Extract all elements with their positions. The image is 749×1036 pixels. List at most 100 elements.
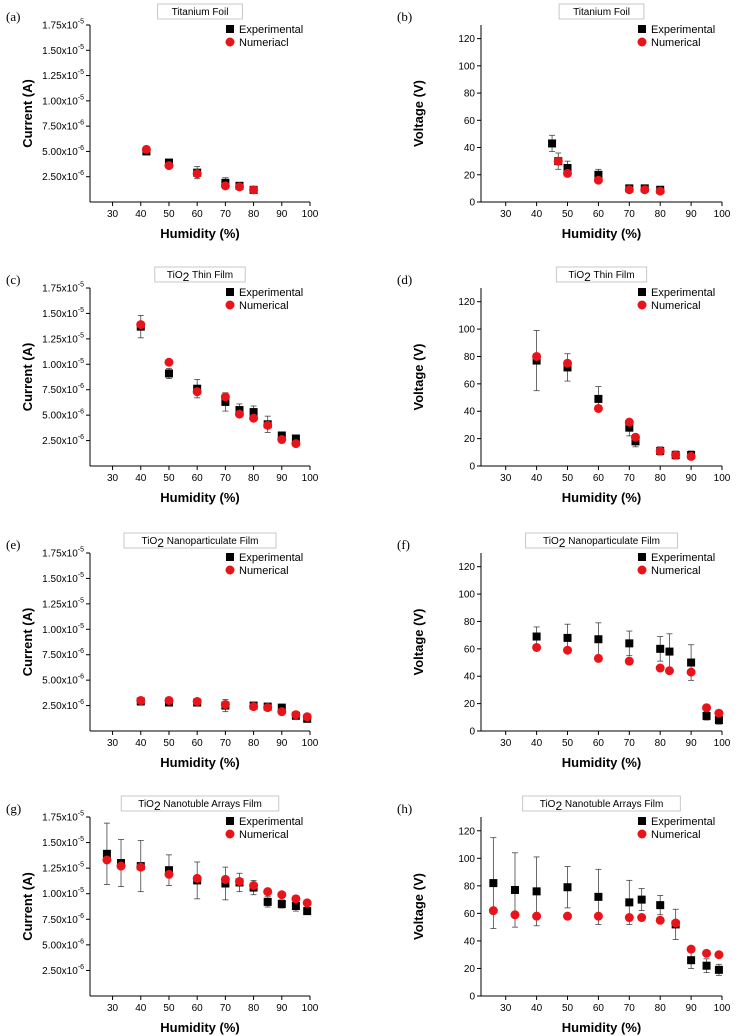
data-point-numerical xyxy=(624,185,634,195)
x-tick-label: 100 xyxy=(302,473,319,484)
y-tick-label: 1.25x10-5 xyxy=(42,69,84,82)
x-tick-label: 80 xyxy=(248,738,260,749)
x-tick-label: 70 xyxy=(624,1003,636,1014)
y-tick-label: 80 xyxy=(464,352,476,363)
x-tick-label: 90 xyxy=(686,1003,698,1014)
data-point-experimental xyxy=(594,635,603,644)
data-point-experimental xyxy=(510,885,519,894)
data-point-numerical xyxy=(671,450,681,460)
y-tick-label: 1.50x10-5 xyxy=(42,572,84,585)
y-tick-label: 2.50x10-6 xyxy=(42,434,84,447)
data-point-numerical xyxy=(249,702,259,712)
y-tick-label: 1.25x10-5 xyxy=(42,862,84,875)
x-tick-label: 50 xyxy=(562,1003,574,1014)
data-point-experimental xyxy=(714,716,723,725)
y-tick-label: 20 xyxy=(464,699,476,710)
data-point-numerical xyxy=(136,695,146,705)
data-point-experimental xyxy=(532,632,541,641)
y-tick-label: 60 xyxy=(464,379,476,390)
x-tick-label: 30 xyxy=(500,738,512,749)
x-tick-label: 80 xyxy=(248,1003,260,1014)
y-tick-label: 2.50x10-6 xyxy=(42,699,84,712)
data-point-numerical xyxy=(563,911,573,921)
x-tick-label: 80 xyxy=(655,738,667,749)
chart-panel-e: (e) TiO2 Nanoparticulate Film 30 40 50 60 70 80… xyxy=(6,532,319,770)
data-point-numerical xyxy=(263,887,273,897)
y-tick-label: 120 xyxy=(458,297,475,308)
x-tick-label: 100 xyxy=(302,209,319,220)
data-point-numerical xyxy=(263,420,273,430)
y-tick-label: 1.25x10-5 xyxy=(42,332,84,345)
x-tick-label: 60 xyxy=(192,738,204,749)
data-point-numerical xyxy=(234,182,244,192)
x-tick-label: 100 xyxy=(714,209,731,220)
data-point-numerical xyxy=(192,387,202,397)
y-tick-label: 60 xyxy=(464,116,476,127)
chart-panel-b: (b) Titanium Foil 30 40 50 60 70 80 90 100 0 20 40 60… xyxy=(397,3,731,241)
data-point-experimental xyxy=(102,849,111,858)
legend-marker-experimental xyxy=(638,25,646,33)
x-tick-label: 90 xyxy=(276,738,288,749)
y-tick-label: 80 xyxy=(464,881,476,892)
data-point-numerical xyxy=(714,950,724,960)
x-tick-label: 40 xyxy=(531,738,543,749)
x-tick-label: 40 xyxy=(531,209,543,220)
x-tick-label: 90 xyxy=(276,1003,288,1014)
data-point-numerical xyxy=(686,667,696,677)
x-tick-label: 70 xyxy=(624,209,636,220)
x-tick-label: 90 xyxy=(686,738,698,749)
y-tick-label: 80 xyxy=(464,89,476,100)
plot-title-box xyxy=(123,532,277,549)
x-tick-label: 50 xyxy=(562,738,574,749)
data-point-numerical xyxy=(655,915,665,925)
x-tick-label: 90 xyxy=(276,209,288,220)
x-tick-label: 50 xyxy=(163,209,175,220)
data-point-numerical xyxy=(234,409,244,419)
data-point-numerical xyxy=(563,168,573,178)
legend-label: Experimental xyxy=(651,24,715,36)
x-tick-label: 50 xyxy=(163,473,175,484)
x-axis-title: Humidity (%) xyxy=(160,1020,239,1035)
x-tick-label: 60 xyxy=(192,473,204,484)
data-point-experimental xyxy=(532,887,541,896)
y-tick-label: 120 xyxy=(458,562,475,573)
data-point-numerical xyxy=(655,663,665,673)
y-tick-label: 2.50x10-6 xyxy=(42,964,84,977)
x-tick-label: 30 xyxy=(107,209,119,220)
data-point-numerical xyxy=(624,417,634,427)
legend-label: Experimental xyxy=(239,816,303,828)
data-point-numerical xyxy=(686,451,696,461)
y-tick-label: 40 xyxy=(464,936,476,947)
plot-title: TiO2 Nanotuble Arrays Film xyxy=(138,799,262,813)
y-axis-title: Voltage (V) xyxy=(411,873,426,940)
data-point-numerical xyxy=(164,161,174,171)
data-point-numerical xyxy=(640,185,650,195)
legend-marker-numerical xyxy=(225,829,235,839)
chart-panel-h: (h) TiO2 Nanotuble Arrays Film 30 40 50 60 70 8… xyxy=(397,795,731,1035)
panel-letter: (c) xyxy=(6,272,20,287)
y-tick-label: 60 xyxy=(464,909,476,920)
data-point-experimental xyxy=(548,139,557,148)
plot-title: TiO2 Nanotuble Arrays Film xyxy=(540,799,664,813)
y-tick-label: 100 xyxy=(458,61,475,72)
data-point-experimental xyxy=(687,658,696,667)
legend-marker-experimental xyxy=(226,817,234,825)
data-point-experimental xyxy=(594,892,603,901)
y-tick-label: 100 xyxy=(458,325,475,336)
legend-marker-experimental xyxy=(638,288,646,296)
plot-title: TiO2 Thin Film xyxy=(167,270,233,284)
panel-letter: (f) xyxy=(397,537,410,552)
data-point-numerical xyxy=(249,185,259,195)
x-tick-label: 50 xyxy=(163,1003,175,1014)
y-tick-label: 40 xyxy=(464,672,476,683)
data-point-numerical xyxy=(593,403,603,413)
legend-marker-numerical xyxy=(637,565,647,575)
plot-title: Titanium Foil xyxy=(172,7,229,18)
data-point-experimental xyxy=(594,170,603,179)
data-point-numerical xyxy=(624,913,634,923)
panel-letter: (a) xyxy=(6,9,20,24)
data-point-experimental xyxy=(263,897,272,906)
x-tick-label: 70 xyxy=(220,473,232,484)
data-point-numerical xyxy=(277,707,287,717)
